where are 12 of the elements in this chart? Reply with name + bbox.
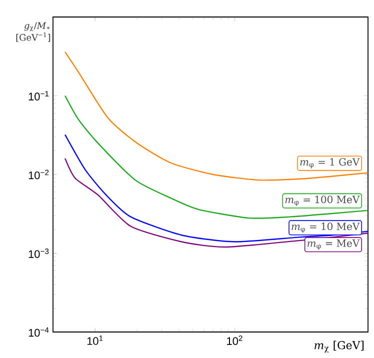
legend-label: m$_{φ}$ = 1 GeV	[300, 158, 360, 168]
legend-label: m$_{φ}$ = 10 MeV	[292, 222, 360, 233]
y-tick-label: 10$^{−3}$	[28, 248, 49, 258]
y-tick-label: 10$^{−4}$	[28, 327, 49, 337]
series-label: m$_{φ}$ = 100 MeV	[285, 196, 360, 206]
legend-label: m$_{φ}$ = MeV	[308, 240, 360, 250]
text: g$_{χ}$/M$_{∗}$ [GeV$^{−1}$]	[16, 22, 50, 42]
y-tick-label: 10$^{−1}$	[28, 91, 49, 100]
x-tick-label: 10$^{2}$	[227, 336, 242, 345]
x-tick-label: 10$^{1}$	[87, 336, 103, 345]
x-axis-title: m$_{χ}$ [GeV]	[314, 340, 364, 352]
y-tick-label: 10$^{−2}$	[28, 170, 49, 180]
